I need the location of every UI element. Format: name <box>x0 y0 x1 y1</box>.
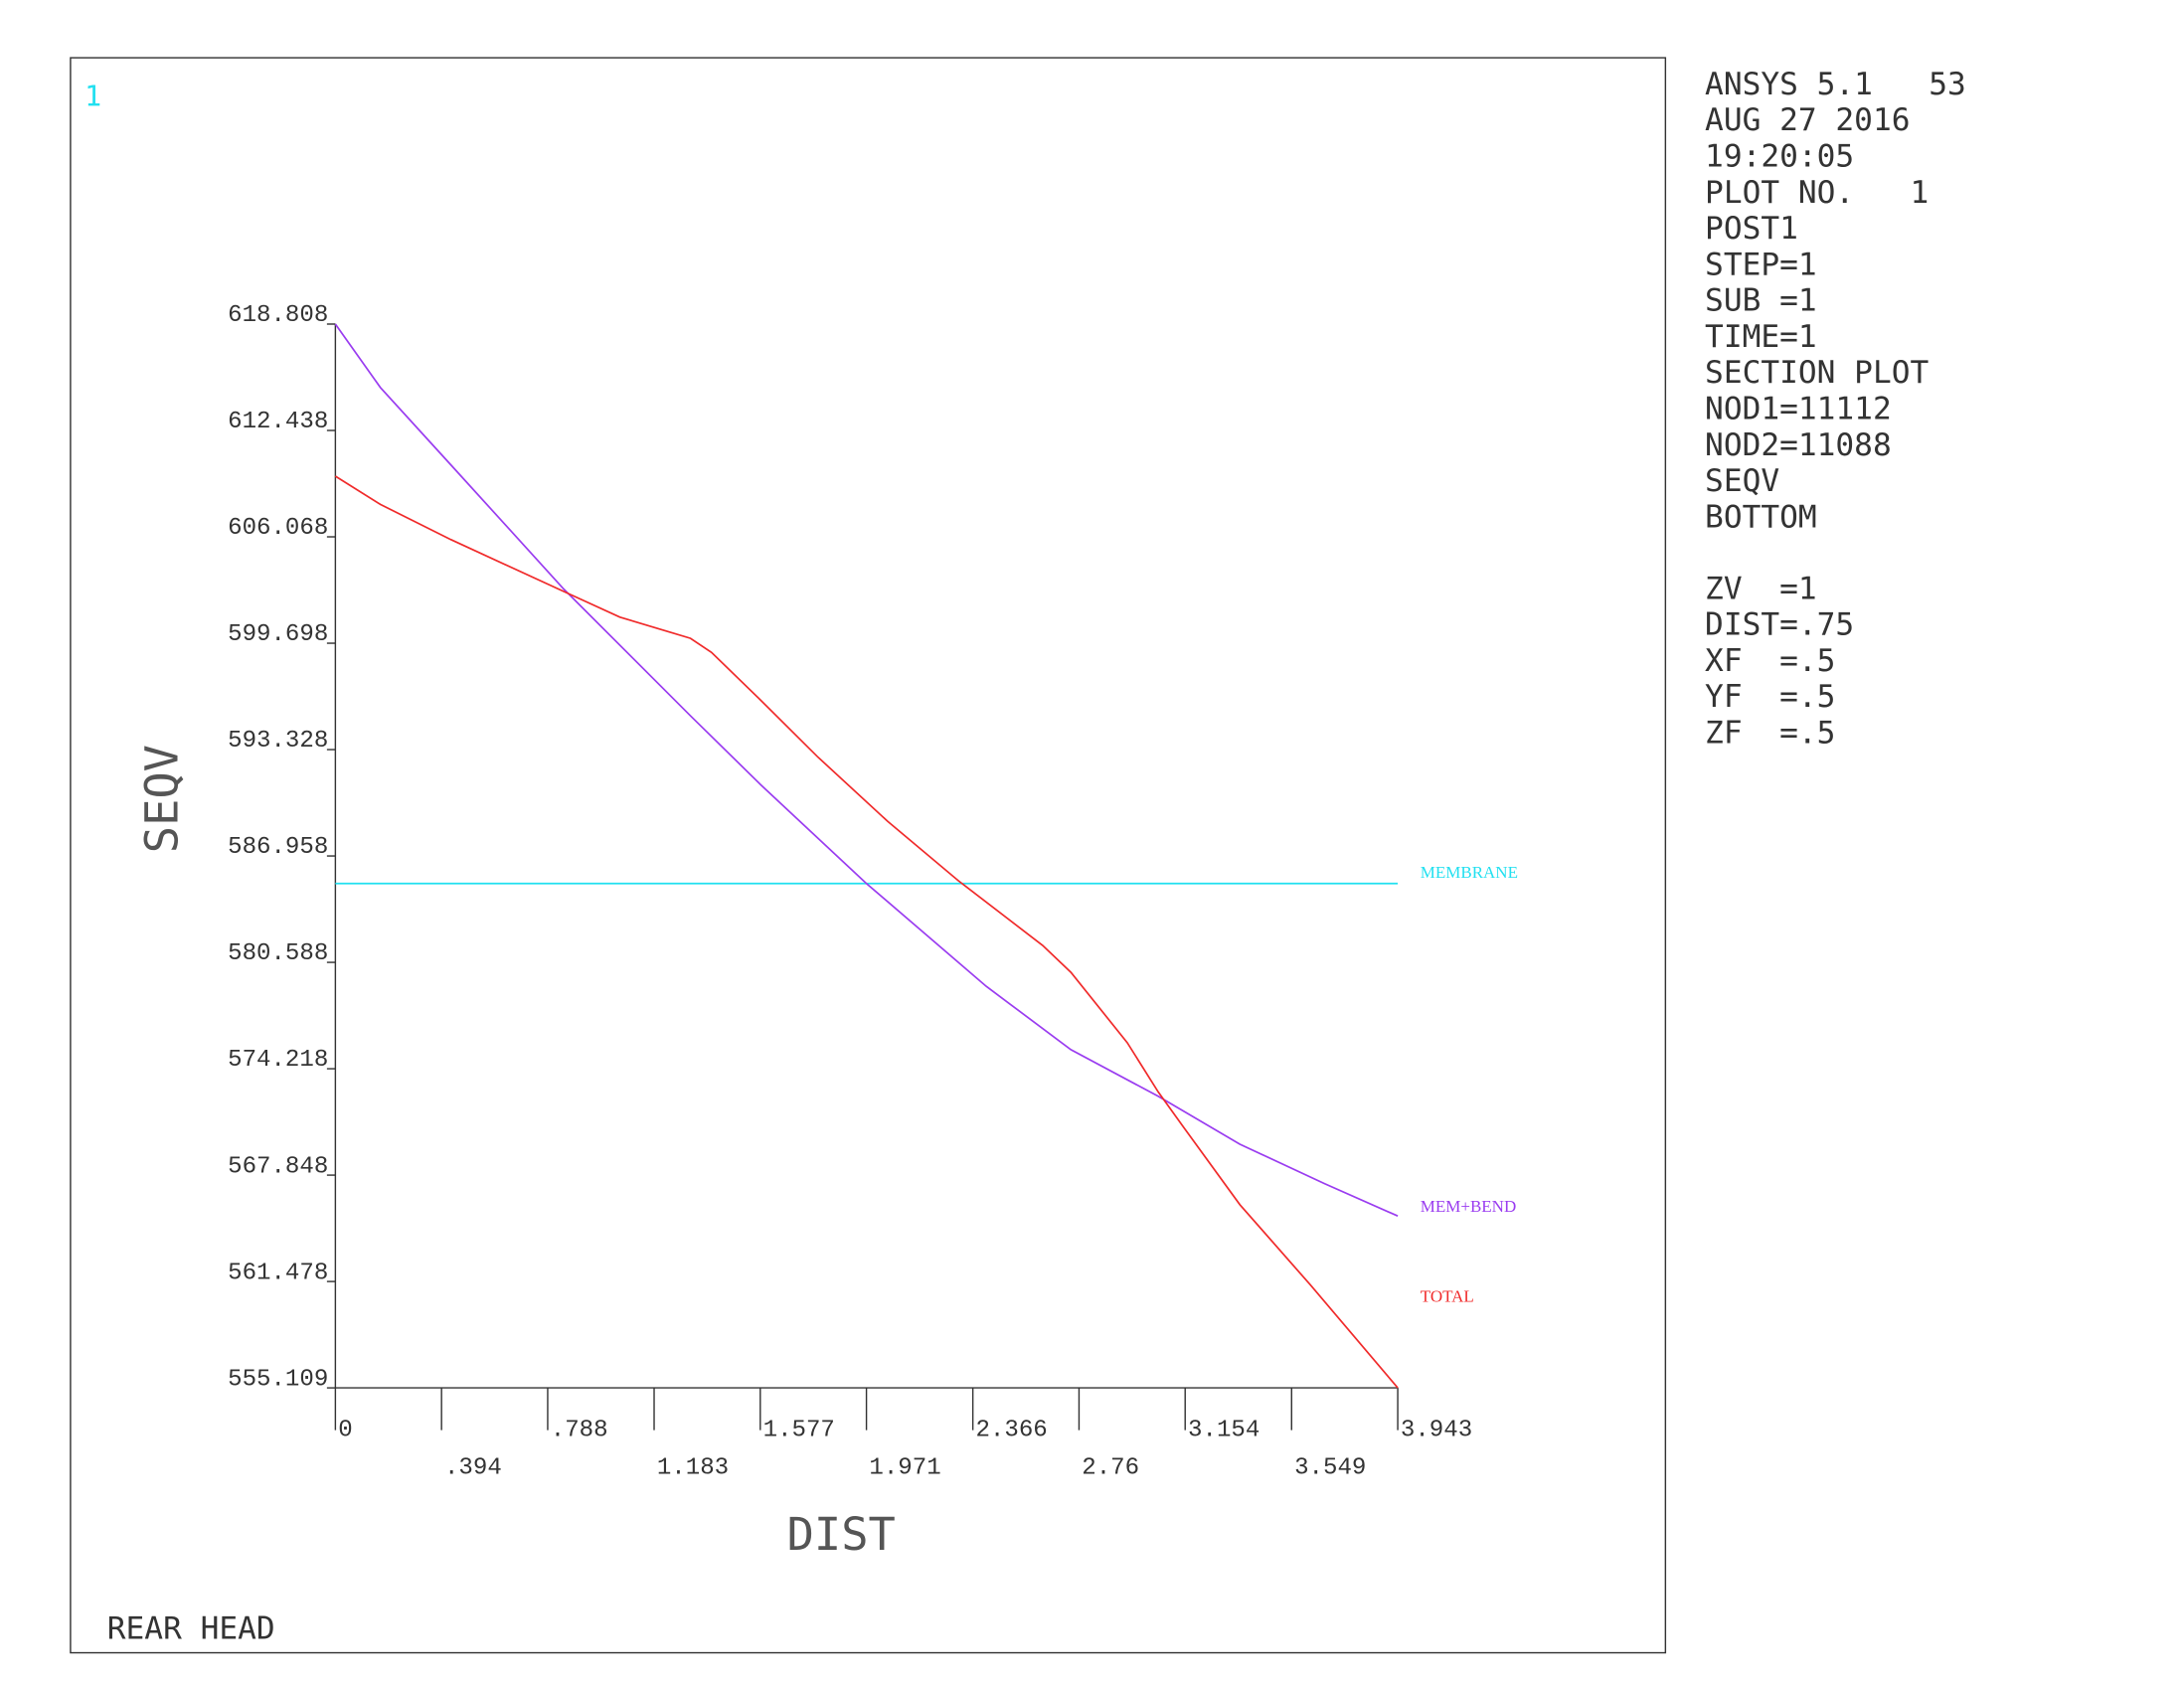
y-tick-label: 561.478 <box>228 1260 328 1286</box>
plot-frame <box>70 57 1667 1654</box>
x-tick-label: .394 <box>444 1455 502 1482</box>
caption: REAR HEAD <box>107 1610 275 1646</box>
x-tick-label: 1.971 <box>869 1455 940 1482</box>
y-tick-label: 586.958 <box>228 834 328 861</box>
y-tick-label: 567.848 <box>228 1153 328 1180</box>
series-line <box>334 475 1399 1389</box>
y-axis-label: SEQV <box>136 745 189 853</box>
view-line: ZV =1 <box>1705 571 1817 606</box>
info-line: AUG 27 2016 <box>1705 102 1910 138</box>
x-tick-label: 3.943 <box>1401 1417 1472 1443</box>
y-tick-label: 612.438 <box>228 409 328 435</box>
view-line: ZF =.5 <box>1705 716 1835 752</box>
info-line: PLOT NO. 1 <box>1705 175 1929 211</box>
info-line: 19:20:05 <box>1705 139 1854 175</box>
info-line: NOD1=11112 <box>1705 392 1892 427</box>
view-line: YF =.5 <box>1705 679 1835 715</box>
y-tick-label: 599.698 <box>228 621 328 648</box>
y-tick-label: 606.068 <box>228 515 328 542</box>
y-tick-label: 580.588 <box>228 940 328 967</box>
series-line <box>334 323 1399 1217</box>
x-tick-label: 0 <box>338 1417 352 1443</box>
y-tick-label: 618.808 <box>228 302 328 329</box>
view-line: DIST=.75 <box>1705 607 1854 643</box>
view-line: XF =.5 <box>1705 643 1835 679</box>
info-line: SUB =1 <box>1705 283 1817 319</box>
info-line: SECTION PLOT <box>1705 355 1929 391</box>
info-line: ANSYS 5.1 53 <box>1705 67 1966 102</box>
series-label: MEM+BEND <box>1421 1197 1516 1216</box>
x-tick-label: 2.366 <box>975 1417 1047 1443</box>
info-line: POST1 <box>1705 211 1798 247</box>
x-tick-label: 1.183 <box>657 1455 729 1482</box>
info-line: NOD2=11088 <box>1705 427 1892 463</box>
info-line: STEP=1 <box>1705 247 1817 282</box>
x-tick-label: 2.76 <box>1082 1455 1139 1482</box>
x-tick-label: 1.577 <box>763 1417 835 1443</box>
x-tick-label: 3.154 <box>1188 1417 1260 1443</box>
y-tick-label: 555.109 <box>228 1366 328 1393</box>
series-label: MEMBRANE <box>1421 863 1518 882</box>
series-label: TOTAL <box>1421 1287 1474 1306</box>
x-axis-label: DIST <box>787 1508 896 1561</box>
y-tick-label: 593.328 <box>228 728 328 755</box>
info-line: SEQV <box>1705 463 1779 499</box>
info-line: TIME=1 <box>1705 319 1817 355</box>
x-tick-label: .788 <box>551 1417 608 1443</box>
y-tick-label: 574.218 <box>228 1047 328 1074</box>
plot-number: 1 <box>84 80 101 112</box>
info-line: BOTTOM <box>1705 499 1817 535</box>
x-tick-label: 3.549 <box>1294 1455 1366 1482</box>
